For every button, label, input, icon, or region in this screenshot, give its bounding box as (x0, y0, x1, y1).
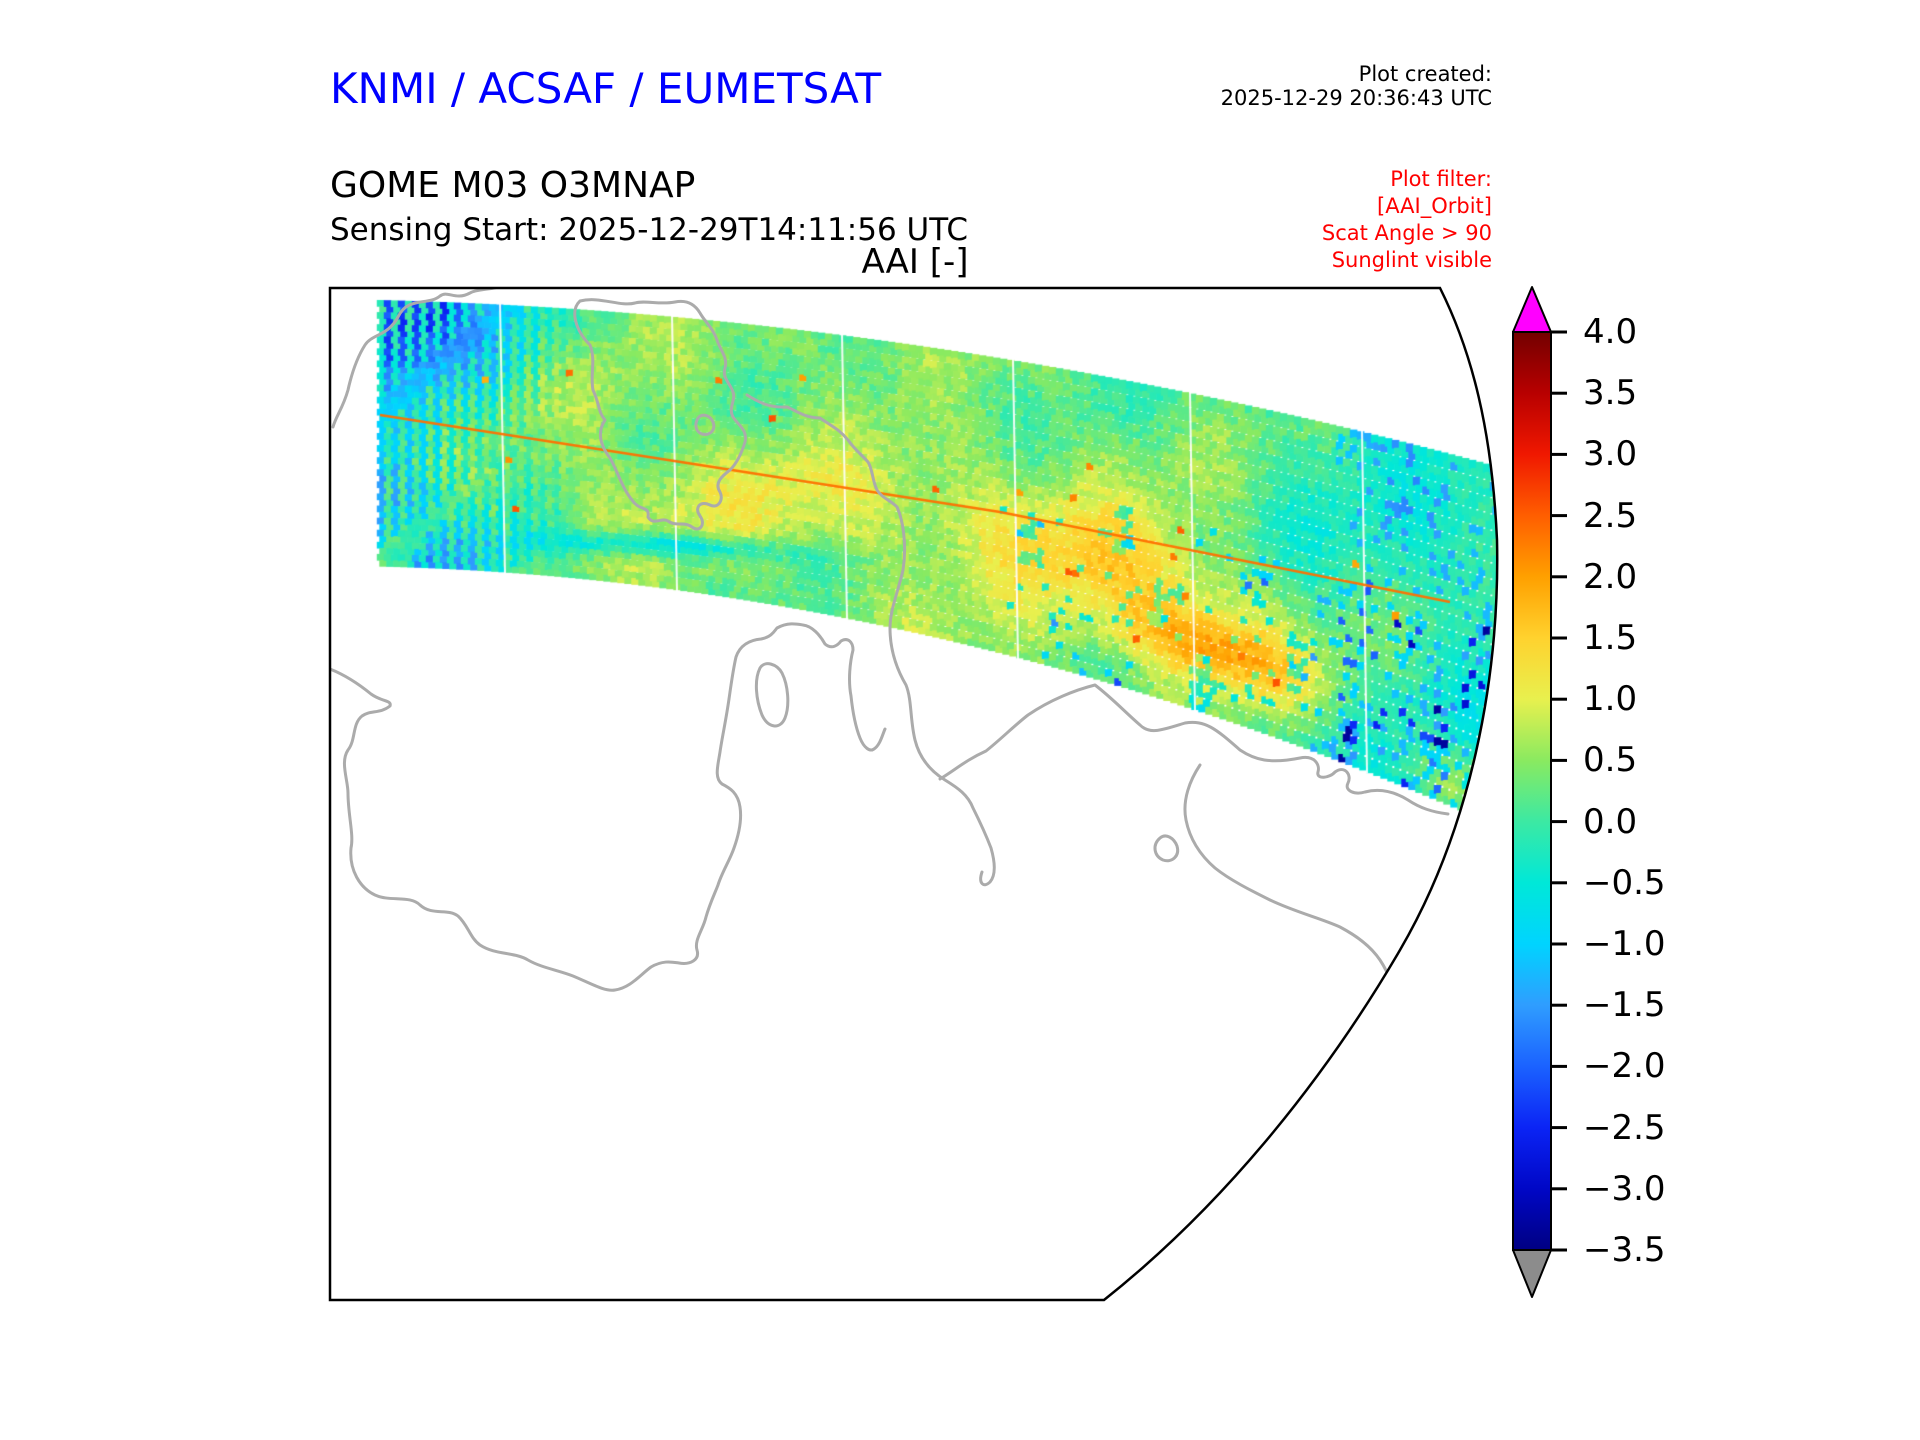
coastline-path (330, 622, 887, 992)
satellite-swath-heatmap (330, 288, 1502, 1300)
sensing-start-line: Sensing Start: 2025-12-29T14:11:56 UTC (330, 212, 968, 248)
coastline-path (331, 288, 509, 429)
colorbar-tick-label: 1.5 (1583, 618, 1638, 658)
coastline-path (1183, 763, 1402, 1114)
colorbar-tick-label: −1.0 (1583, 924, 1666, 964)
coastline-path (754, 662, 790, 728)
colorbar-tick-label: −2.0 (1583, 1046, 1666, 1087)
colorbar-gradient (1513, 332, 1551, 1250)
coastline-path (745, 393, 996, 887)
colorbar-tick-label: 1.0 (1583, 679, 1638, 720)
plot-filter-heading: Plot filter: (1390, 167, 1492, 191)
colorbar-tick-marks (1551, 330, 1567, 1252)
colorbar-tick-label: 2.5 (1583, 495, 1638, 536)
plot-created-label: Plot created: (1358, 62, 1492, 86)
colorbar-tick-label: −3.5 (1583, 1230, 1666, 1270)
colorbar-tick-label: −3.0 (1583, 1168, 1666, 1209)
plot-created-time: 2025-12-29 20:36:43 UTC (1220, 86, 1492, 110)
colorbar-tick-label: 2.0 (1583, 556, 1638, 597)
coastlines-group (330, 288, 1450, 1114)
colorbar-tick-label: 3.0 (1583, 434, 1638, 475)
colorbar-tick-label: 0.5 (1583, 740, 1638, 781)
colorbar-tick-label: 0.0 (1583, 801, 1638, 842)
colorbar-under-arrow-icon (1512, 1249, 1552, 1298)
colorbar-over-arrow-icon (1512, 286, 1552, 333)
plot-filter-line: [AAI_Orbit] (1377, 194, 1492, 218)
coastline-path (694, 413, 716, 436)
plot-filter-line: Scat Angle > 90 (1321, 221, 1492, 245)
colorbar-tick-label: 3.5 (1583, 373, 1638, 414)
colorbar-tick-label: 4.0 (1583, 312, 1638, 352)
product-title: GOME M03 O3MNAP (330, 165, 696, 206)
coastline-path (1153, 834, 1180, 863)
plot-filter-line: Sunglint visible (1331, 248, 1492, 272)
colorbar-tick-label: −0.5 (1583, 862, 1666, 903)
brand-title: KNMI / ACSAF / EUMETSAT (330, 64, 882, 113)
plot-frame (328, 286, 1499, 1302)
coastline-path (938, 683, 1450, 816)
colorbar-tick-label: −1.5 (1583, 985, 1666, 1026)
colorbar-frame-group (1512, 286, 1567, 1298)
plot-title: AAI [-] (861, 242, 969, 282)
colorbar-outline (1512, 331, 1552, 1251)
plot-filter-block: Plot filter: [AAI_Orbit] Scat Angle > 90 Su… (1322, 166, 1492, 274)
coastline-path (573, 298, 748, 531)
colorbar-tick-label: −2.5 (1583, 1107, 1666, 1148)
plot-created-block: Plot created: 2025-12-29 20:36:43 UTC (1221, 62, 1492, 110)
